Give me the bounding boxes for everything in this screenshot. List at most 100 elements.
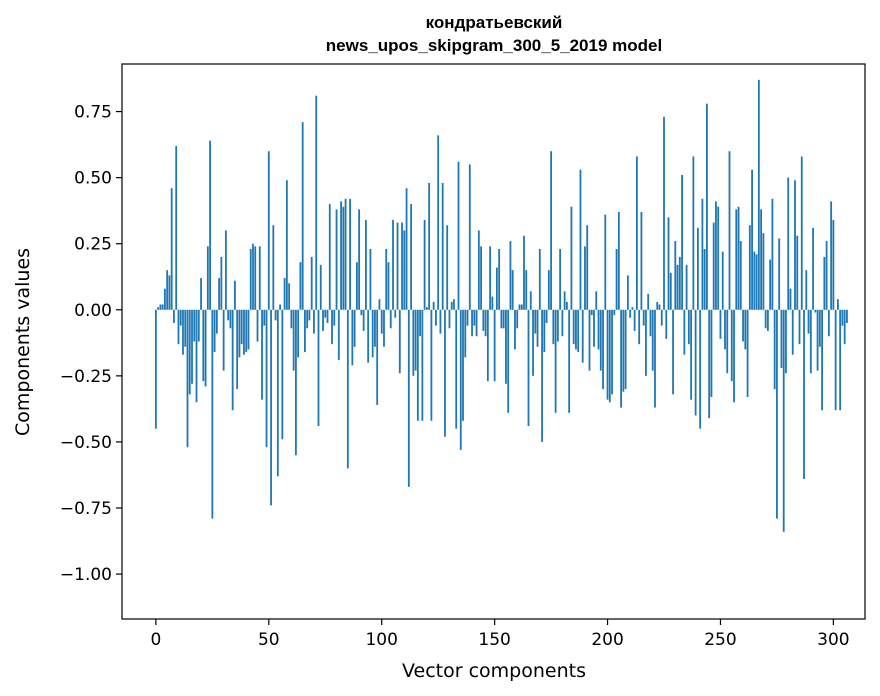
- bar-144: [480, 246, 482, 310]
- bar-129: [446, 225, 449, 310]
- bar-179: [559, 249, 562, 310]
- bar-120: [425, 307, 428, 310]
- bar-78: [331, 309, 333, 345]
- bar-130: [448, 309, 451, 329]
- bar-254: [728, 151, 731, 310]
- bar-240: [696, 227, 699, 310]
- bar-166: [529, 291, 532, 310]
- bar-190: [584, 246, 586, 310]
- bar-191: [586, 225, 589, 310]
- y-tick-label: −1.00: [60, 565, 112, 585]
- bar-157: [509, 241, 512, 310]
- bar-139: [468, 164, 471, 310]
- bar-270: [764, 309, 767, 329]
- bar-153: [500, 309, 503, 329]
- bar-108: [398, 309, 401, 374]
- bar-110: [403, 230, 406, 310]
- bar-107: [396, 222, 399, 310]
- bar-201: [608, 309, 611, 403]
- bar-98: [376, 309, 379, 405]
- bar-41: [247, 309, 250, 350]
- bar-208: [624, 309, 627, 390]
- bar-306: [846, 309, 848, 323]
- bar-65: [301, 122, 304, 310]
- bar-245: [708, 309, 711, 419]
- bar-217: [645, 309, 647, 376]
- plot-frame: [121, 63, 866, 620]
- bar-236: [687, 309, 690, 345]
- bar-230: [674, 241, 677, 310]
- bar-34: [231, 309, 234, 411]
- bar-219: [649, 309, 652, 337]
- bar-294: [818, 309, 821, 347]
- bar-123: [432, 301, 435, 310]
- bar-183: [568, 309, 571, 413]
- bar-249: [717, 206, 720, 310]
- bar-125: [437, 135, 440, 310]
- bar-11: [179, 309, 182, 326]
- bar-248: [715, 201, 717, 310]
- bar-97: [374, 309, 376, 347]
- bar-252: [724, 309, 726, 350]
- bar-2: [159, 304, 162, 310]
- bar-274: [773, 309, 776, 390]
- bar-169: [536, 309, 539, 347]
- bar-251: [721, 251, 724, 310]
- bar-302: [837, 299, 839, 310]
- bar-135: [459, 309, 462, 450]
- bar-159: [514, 309, 516, 350]
- bar-12: [182, 309, 184, 355]
- bar-178: [556, 309, 559, 342]
- bar-60: [290, 309, 293, 329]
- y-axis-ticks: 0.75 0.50 0.25 0.00 −0.25 −0.50 −0.75 −1.00: [60, 103, 122, 585]
- bar-261: [744, 309, 747, 350]
- bar-281: [789, 288, 792, 310]
- bar-170: [538, 249, 541, 310]
- bar-96: [371, 309, 374, 358]
- bar-66: [304, 309, 306, 353]
- bar-239: [694, 309, 697, 416]
- bar-14: [186, 309, 189, 448]
- bar-94: [367, 309, 370, 363]
- bar-117: [419, 309, 422, 337]
- y-tick-label: 0.50: [74, 169, 112, 189]
- bar-243: [703, 249, 706, 310]
- bar-276: [778, 238, 781, 310]
- bar-257: [735, 209, 738, 310]
- bar-167: [532, 309, 534, 376]
- bar-101: [383, 309, 385, 347]
- bar-202: [611, 309, 613, 395]
- bar-305: [843, 309, 846, 345]
- x-tick-label: 150: [478, 630, 510, 650]
- bar-205: [617, 212, 620, 310]
- bar-37: [238, 309, 241, 358]
- bar-278: [782, 309, 785, 532]
- bar-296: [823, 256, 826, 310]
- bar-177: [554, 309, 557, 413]
- bar-67: [306, 309, 309, 329]
- bar-69: [310, 256, 313, 310]
- bar-151: [495, 267, 498, 310]
- bar-227: [667, 217, 670, 310]
- bar-304: [841, 309, 844, 326]
- bar-186: [575, 309, 577, 350]
- bar-209: [626, 275, 629, 310]
- bar-81: [337, 309, 340, 360]
- bar-142: [475, 309, 478, 337]
- bar-212: [633, 309, 636, 331]
- bar-0: [154, 309, 157, 429]
- bar-156: [507, 309, 510, 413]
- bar-19: [197, 309, 200, 342]
- bar-226: [665, 309, 668, 339]
- bar-21: [202, 309, 205, 382]
- bar-42: [249, 249, 252, 310]
- bar-233: [681, 175, 683, 310]
- bar-152: [498, 249, 501, 310]
- bar-187: [577, 309, 580, 353]
- chart-title: кондратьевский: [426, 13, 563, 32]
- bar-158: [511, 270, 514, 310]
- bar-79: [333, 309, 336, 326]
- x-tick-label: 300: [817, 630, 849, 650]
- bar-279: [785, 309, 787, 374]
- bar-303: [839, 309, 842, 411]
